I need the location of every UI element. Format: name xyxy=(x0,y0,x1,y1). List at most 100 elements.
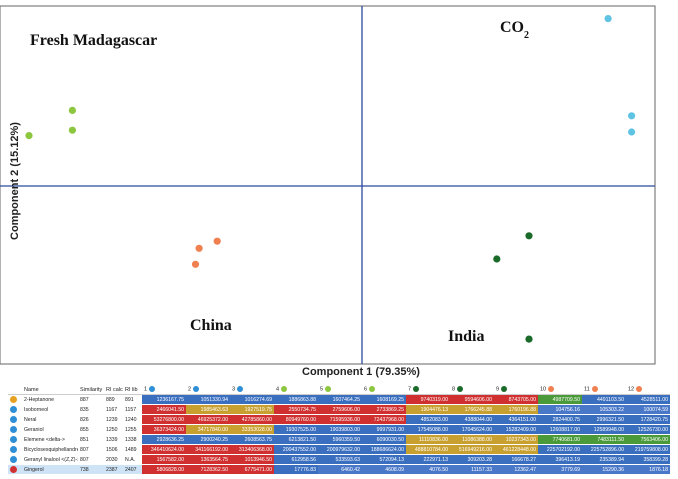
y-axis-label: Component 2 (15.12%) xyxy=(9,122,21,240)
column-header-label: 1 xyxy=(144,386,148,393)
cell-value: 17776.83 xyxy=(274,464,318,475)
cell-value: 5806828.00 xyxy=(142,464,186,475)
cell-value: 9594606.00 xyxy=(450,394,494,405)
column-header[interactable]: 5 xyxy=(318,385,362,395)
cell-value: 1016274.69 xyxy=(230,394,274,405)
column-header-label: Name xyxy=(24,386,39,393)
cell-value: 572094.13 xyxy=(362,454,406,465)
cell-value: 222971.13 xyxy=(406,454,450,465)
point-china-2 xyxy=(195,244,203,252)
cell-value: 1985463.63 xyxy=(186,404,230,415)
header-icon-col xyxy=(8,385,22,395)
compound-status-icon xyxy=(10,396,17,403)
cell-sim: 807 xyxy=(78,444,104,455)
cell-value: 188686624.00 xyxy=(362,444,406,455)
cell-value: 17545088.00 xyxy=(406,424,450,435)
column-header[interactable]: RI lib xyxy=(123,385,142,395)
cell-value: 1607464.25 xyxy=(318,394,362,405)
cell-name: Elemene <delta-> xyxy=(22,434,78,445)
pca-score-plot: Fresh Madagascar CO2 China India Compone… xyxy=(0,5,656,378)
cell-value: 200437552.00 xyxy=(274,444,318,455)
cell-value: 10237343.00 xyxy=(494,434,538,445)
column-header[interactable]: 3 xyxy=(230,385,274,395)
point-china-1 xyxy=(213,237,221,245)
row-icon-cell xyxy=(8,404,22,415)
cell-ricalc: 889 xyxy=(104,394,123,405)
cell-value: 9997931.00 xyxy=(362,424,406,435)
cell-value: 488810784.00 xyxy=(406,444,450,455)
compound-table: Name Similarity RI calc RI lib 1 2 3 4 5 6 7 8 9 10 11… xyxy=(8,385,670,477)
cell-ricalc: 1167 xyxy=(104,404,123,415)
cell-value: 1927519.75 xyxy=(230,404,274,415)
column-header-label: RI calc xyxy=(106,386,123,393)
cell-value: 1051330.94 xyxy=(186,394,230,405)
cell-value: 3779.69 xyxy=(538,464,582,475)
column-header[interactable]: Similarity xyxy=(78,385,104,395)
sample-color-icon xyxy=(237,386,244,393)
cell-rilib: 2407 xyxy=(123,464,142,475)
cell-value: 19307525.00 xyxy=(274,424,318,435)
row-icon-cell xyxy=(8,444,22,455)
table-row[interactable]: Gingerol 738 2387 2407 5806828.00 7128362.50 6… xyxy=(8,464,670,475)
cell-value: 42785860.00 xyxy=(230,414,274,425)
column-header-label: 6 xyxy=(364,386,368,393)
column-header[interactable]: 6 xyxy=(362,385,406,395)
column-header[interactable]: 9 xyxy=(494,385,538,395)
column-header[interactable]: 12 xyxy=(626,385,670,395)
column-header-label: 12 xyxy=(628,386,635,393)
table-row[interactable]: 2-Heptanone 887 889 891 1236167.75 1051330.94… xyxy=(8,394,670,405)
cell-name: Bicyclosesquiphellandrene xyxy=(22,444,78,455)
cell-sim: 807 xyxy=(78,454,104,465)
table-row[interactable]: Bicyclosesquiphellandrene807150614893464… xyxy=(8,444,670,455)
cell-ricalc: 1339 xyxy=(104,434,123,445)
table-header-row: Name Similarity RI calc RI lib 1 2 3 4 5 6 7 8 9 10 11… xyxy=(8,385,670,395)
table-row[interactable]: Isoborneol 835 1167 1157 2466041.50 1985463.6… xyxy=(8,404,670,415)
column-header[interactable]: 10 xyxy=(538,385,582,395)
row-icon-cell xyxy=(8,414,22,425)
table-row[interactable]: Elemene <delta-> 851 1339 1338 2928636.25 290… xyxy=(8,434,670,445)
cell-value: 11086388.00 xyxy=(450,434,494,445)
column-header[interactable]: 8 xyxy=(450,385,494,395)
cell-value: 4076.50 xyxy=(406,464,450,475)
table-row[interactable]: Neral 826 1239 1240 53276800.00 46925372.00 42… xyxy=(8,414,670,425)
cell-value: 1567582.00 xyxy=(142,454,186,465)
point-fresh-madagascar-2 xyxy=(68,106,76,114)
column-header[interactable]: 2 xyxy=(186,385,230,395)
cell-ricalc: 1250 xyxy=(104,424,123,435)
column-header[interactable]: 1 xyxy=(142,385,186,395)
cell-value: 8743705.00 xyxy=(494,394,538,405)
cell-value: 15282409.00 xyxy=(494,424,538,435)
table-row[interactable]: Geranyl linalool <(Z,Z)-> 807 2030 N.A. 1567… xyxy=(8,454,670,465)
column-header[interactable]: RI calc xyxy=(104,385,123,395)
compound-status-icon xyxy=(10,416,17,423)
cell-value: 4528511.00 xyxy=(626,394,670,405)
cell-value: 17045624.00 xyxy=(450,424,494,435)
compound-data-table: Name Similarity RI calc RI lib 1 2 3 4 5 6 7 8 9 10 11… xyxy=(8,385,670,475)
cell-value: 12362.47 xyxy=(494,464,538,475)
cell-name: Gingerol xyxy=(22,464,78,475)
cell-value: 4388044.00 xyxy=(450,414,494,425)
cell-value: 4608.09 xyxy=(362,464,406,475)
column-header[interactable]: 7 xyxy=(406,385,450,395)
sample-color-icon xyxy=(149,386,156,393)
cell-value: 200979632.00 xyxy=(318,444,362,455)
cell-sim: 738 xyxy=(78,464,104,475)
cell-name: Isoborneol xyxy=(22,404,78,415)
cell-name: Geranyl linalool <(Z,Z)-> xyxy=(22,454,78,465)
column-header-label: 10 xyxy=(540,386,547,393)
plot-frame xyxy=(0,5,656,365)
column-header[interactable]: Name xyxy=(22,385,78,395)
cell-rilib: N.A. xyxy=(123,454,142,465)
cell-value: 7563406.00 xyxy=(626,434,670,445)
sample-color-icon xyxy=(591,386,598,393)
table-row[interactable]: Geraniol 855 1250 1255 36373424.00 34717840.0… xyxy=(8,424,670,435)
cell-rilib: 1489 xyxy=(123,444,142,455)
cell-name: 2-Heptanone xyxy=(22,394,78,405)
sample-color-icon xyxy=(457,386,464,393)
column-header[interactable]: 4 xyxy=(274,385,318,395)
column-header-label: 9 xyxy=(496,386,500,393)
cell-value: 6090030.50 xyxy=(362,434,406,445)
column-header[interactable]: 11 xyxy=(582,385,626,395)
cell-value: 235389.94 xyxy=(582,454,626,465)
column-header-label: 2 xyxy=(188,386,192,393)
